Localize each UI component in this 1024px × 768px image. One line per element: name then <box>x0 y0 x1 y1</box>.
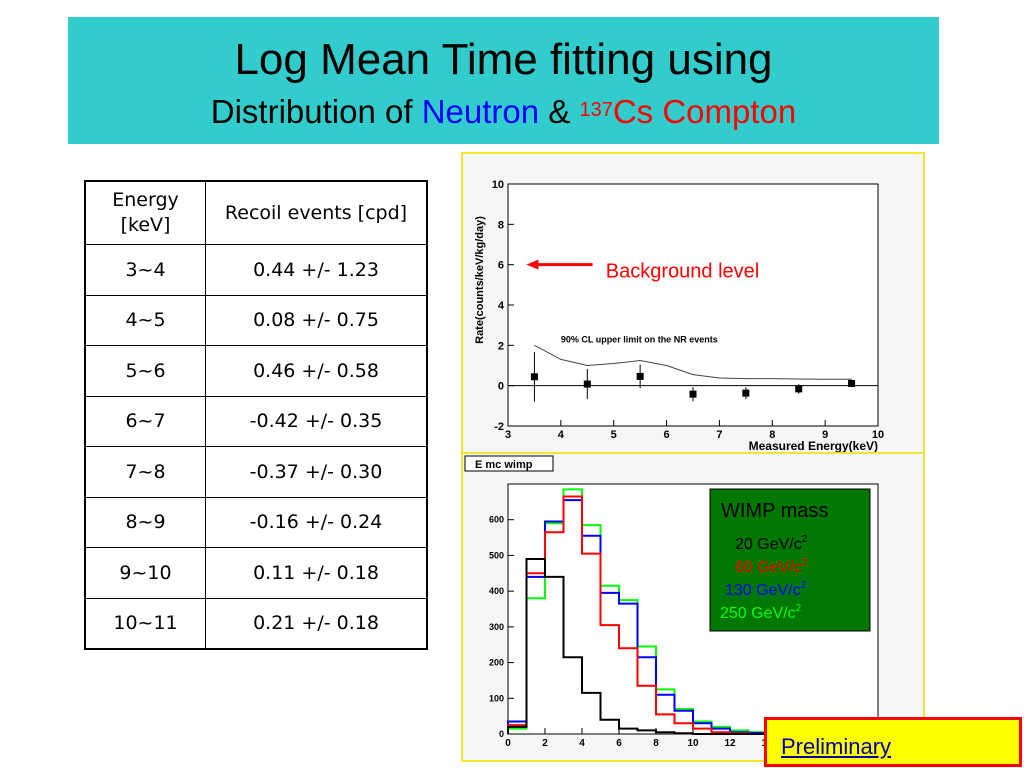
x-tick-label: 5 <box>611 429 617 441</box>
subtitle-isotope-sup: 137 <box>579 99 613 121</box>
wimp-legend-title: WIMP mass <box>721 500 828 522</box>
x-tick-label: 9 <box>822 429 828 441</box>
recoil-cell: -0.37 +/- 0.30 <box>205 446 428 498</box>
energy-cell: 9~10 <box>84 547 206 599</box>
x-tick-label: 4 <box>579 738 585 749</box>
recoil-events-table: Energy [keV] Recoil events [cpd] 3~4 0.44… <box>84 180 428 650</box>
x-tick-label: 10 <box>872 429 884 441</box>
header-recoil-events: Recoil events [cpd] <box>205 180 428 245</box>
y-tick-label: 0 <box>499 729 504 739</box>
wimp-legend-entry: 20 GeV/c2 <box>735 534 808 553</box>
table-row: 6~7 -0.42 +/- 0.35 <box>84 395 428 447</box>
slide-subtitle: Distribution of Neutron & 137Cs Compton <box>68 92 939 132</box>
histogram-series-2 <box>507 499 804 735</box>
table-header-row: Energy [keV] Recoil events [cpd] <box>84 180 428 245</box>
y-tick-label: 6 <box>498 260 504 272</box>
background-level-label: Background level <box>606 261 759 283</box>
x-tick-label: 3 <box>505 429 511 441</box>
header-energy: Energy [keV] <box>84 180 206 245</box>
subtitle-amp: & <box>539 93 580 130</box>
table-row: 9~10 0.11 +/- 0.18 <box>84 547 428 599</box>
y-axis-label: Rate(counts/keV/kg/day) <box>474 216 486 344</box>
y-tick-label: 600 <box>489 515 504 525</box>
recoil-cell: 0.21 +/- 0.18 <box>205 597 428 650</box>
preliminary-badge: Preliminary <box>764 717 1022 767</box>
x-tick-label: 8 <box>769 429 775 441</box>
recoil-cell: 0.08 +/- 0.75 <box>205 294 428 346</box>
histogram-title: E mc wimp <box>475 459 533 471</box>
y-tick-label: 2 <box>498 340 504 352</box>
upper-limit-label: 90% CL upper limit on the NR events <box>561 334 718 344</box>
recoil-cell: 0.44 +/- 1.23 <box>205 244 428 296</box>
y-tick-label: -2 <box>494 421 504 433</box>
subtitle-prefix: Distribution of <box>210 93 422 130</box>
x-tick-label: 6 <box>616 738 622 749</box>
recoil-cell: -0.16 +/- 0.24 <box>205 496 428 548</box>
wimp-histogram-panel: E mc wimp0100200300400500600024681012141… <box>461 452 925 762</box>
background-arrow-head <box>526 259 539 270</box>
wimp-legend-entry: 130 GeV/c2 <box>725 580 807 599</box>
slide-title: Log Mean Time fitting using <box>234 35 773 84</box>
recoil-cell: -0.42 +/- 0.35 <box>205 395 428 447</box>
x-tick-label: 4 <box>558 429 565 441</box>
x-tick-label: 7 <box>716 429 722 441</box>
wimp-legend-box <box>709 488 871 632</box>
table-row: 8~9 -0.16 +/- 0.24 <box>84 496 428 548</box>
y-tick-label: 0 <box>498 381 504 393</box>
table-row: 7~8 -0.37 +/- 0.30 <box>84 446 428 498</box>
histogram-series-0 <box>507 558 804 735</box>
energy-cell: 3~4 <box>84 244 206 296</box>
title-banner: Log Mean Time fitting using Distribution… <box>68 17 939 144</box>
energy-cell: 6~7 <box>84 395 206 447</box>
data-point <box>530 373 538 381</box>
data-point <box>689 390 697 398</box>
energy-cell: 10~11 <box>84 597 206 650</box>
table-row: 10~11 0.21 +/- 0.18 <box>84 597 428 650</box>
x-tick-label: 0 <box>505 738 511 749</box>
x-tick-label: 12 <box>724 738 736 749</box>
y-tick-label: 200 <box>489 658 504 668</box>
y-tick-label: 500 <box>489 550 504 560</box>
subtitle-compton: Cs Compton <box>612 93 797 130</box>
energy-cell: 5~6 <box>84 345 206 397</box>
preliminary-label: Preliminary <box>781 734 892 759</box>
y-tick-label: 300 <box>489 622 504 632</box>
y-tick-label: 10 <box>492 179 504 191</box>
data-point <box>742 389 750 397</box>
y-tick-label: 400 <box>489 586 504 596</box>
x-tick-label: 8 <box>653 738 659 749</box>
subtitle-neutron: Neutron <box>421 93 540 130</box>
data-point <box>795 385 803 393</box>
wimp-legend-entry: 60 GeV/c2 <box>735 557 808 576</box>
y-tick-label: 8 <box>498 219 504 231</box>
y-tick-label: 4 <box>498 300 505 312</box>
y-tick-label: 100 <box>489 693 504 703</box>
wimp-histogram: E mc wimp0100200300400500600024681012141… <box>464 455 884 749</box>
rate-chart-panel: -2 0 2 4 6 8 10 3 4 5 6 7 8 9 10 Measured Energy(keV) Ra… <box>461 152 925 454</box>
data-point <box>636 372 644 380</box>
data-point <box>583 380 591 388</box>
energy-cell: 8~9 <box>84 496 206 548</box>
x-tick-label: 2 <box>542 738 548 749</box>
recoil-cell: 0.46 +/- 0.58 <box>205 345 428 397</box>
x-axis-label: Measured Energy(keV) <box>749 439 878 452</box>
data-point <box>848 379 856 387</box>
energy-cell: 7~8 <box>84 446 206 498</box>
table-row: 4~5 0.08 +/- 0.75 <box>84 294 428 346</box>
x-tick-label: 10 <box>687 738 699 749</box>
recoil-cell: 0.11 +/- 0.18 <box>205 547 428 599</box>
table-row: 5~6 0.46 +/- 0.58 <box>84 345 428 397</box>
energy-cell: 4~5 <box>84 294 206 346</box>
upper-limit-curve <box>534 344 852 380</box>
x-tick-label: 6 <box>664 429 670 441</box>
wimp-legend-entry: 250 GeV/c2 <box>720 603 802 622</box>
histogram-title-box <box>464 455 554 472</box>
table-row: 3~4 0.44 +/- 1.23 <box>84 244 428 296</box>
